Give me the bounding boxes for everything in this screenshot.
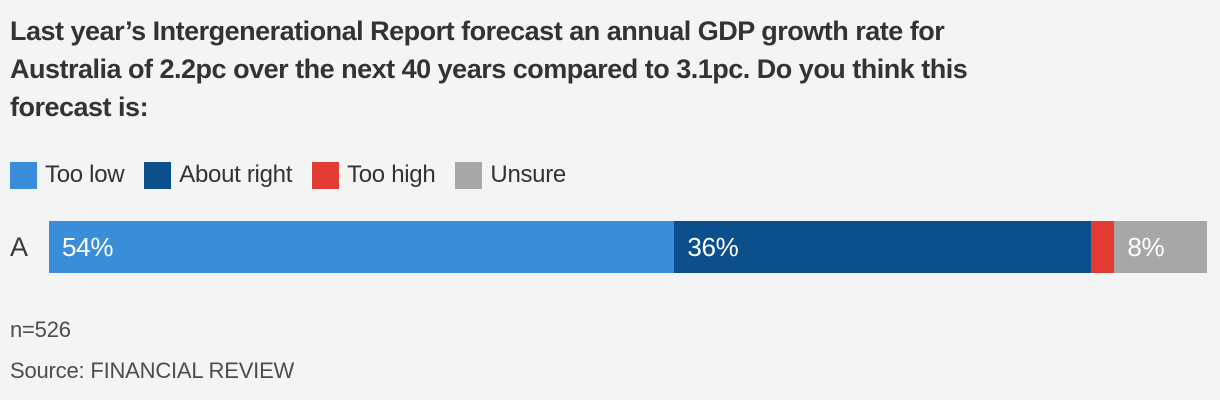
legend-label-too-high: Too high: [347, 161, 436, 188]
stacked-bar: 54% 36% 8%: [49, 221, 1207, 273]
bar-segment-label-about-right: 36%: [687, 231, 739, 262]
source-note: Source: FINANCIAL REVIEW: [10, 358, 295, 383]
legend-swatch-too-high: [312, 161, 340, 189]
legend-swatch-too-low: [10, 161, 37, 189]
chart-title-line-2: Australia of 2.2pc over the next 40 year…: [10, 54, 968, 84]
legend-label-unsure: Unsure: [490, 161, 566, 188]
legend-item-unsure: Unsure: [455, 161, 566, 189]
category-label: A: [10, 231, 28, 262]
bar-segment-too-low: 54%: [49, 221, 675, 273]
legend: Too low About right Too high Unsure: [10, 161, 1210, 189]
legend-item-too-high: Too high: [312, 161, 436, 189]
legend-swatch-about-right: [144, 161, 172, 189]
legend-label-too-low: Too low: [45, 161, 125, 188]
legend-item-about-right: About right: [144, 161, 292, 189]
bar-segment-label-unsure: 8%: [1127, 231, 1165, 262]
bar-segment-too-high: [1091, 221, 1115, 273]
bar-segment-unsure: 8%: [1114, 221, 1207, 273]
chart-title-line-3: forecast is:: [10, 92, 149, 122]
legend-item-too-low: Too low: [10, 161, 125, 189]
bar-segment-label-too-low: 54%: [62, 231, 114, 262]
chart-title: Last year’s Intergenerational Report for…: [10, 12, 1210, 126]
legend-swatch-unsure: [455, 161, 483, 189]
bar-row: A 54% 36% 8%: [10, 221, 1207, 273]
chart-title-line-1: Last year’s Intergenerational Report for…: [10, 16, 945, 46]
sample-size-note: n=526: [10, 317, 71, 342]
legend-label-about-right: About right: [179, 161, 293, 188]
bar-segment-about-right: 36%: [674, 221, 1092, 273]
